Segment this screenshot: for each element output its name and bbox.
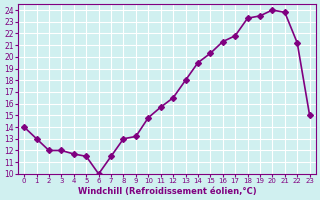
X-axis label: Windchill (Refroidissement éolien,°C): Windchill (Refroidissement éolien,°C) <box>77 187 256 196</box>
